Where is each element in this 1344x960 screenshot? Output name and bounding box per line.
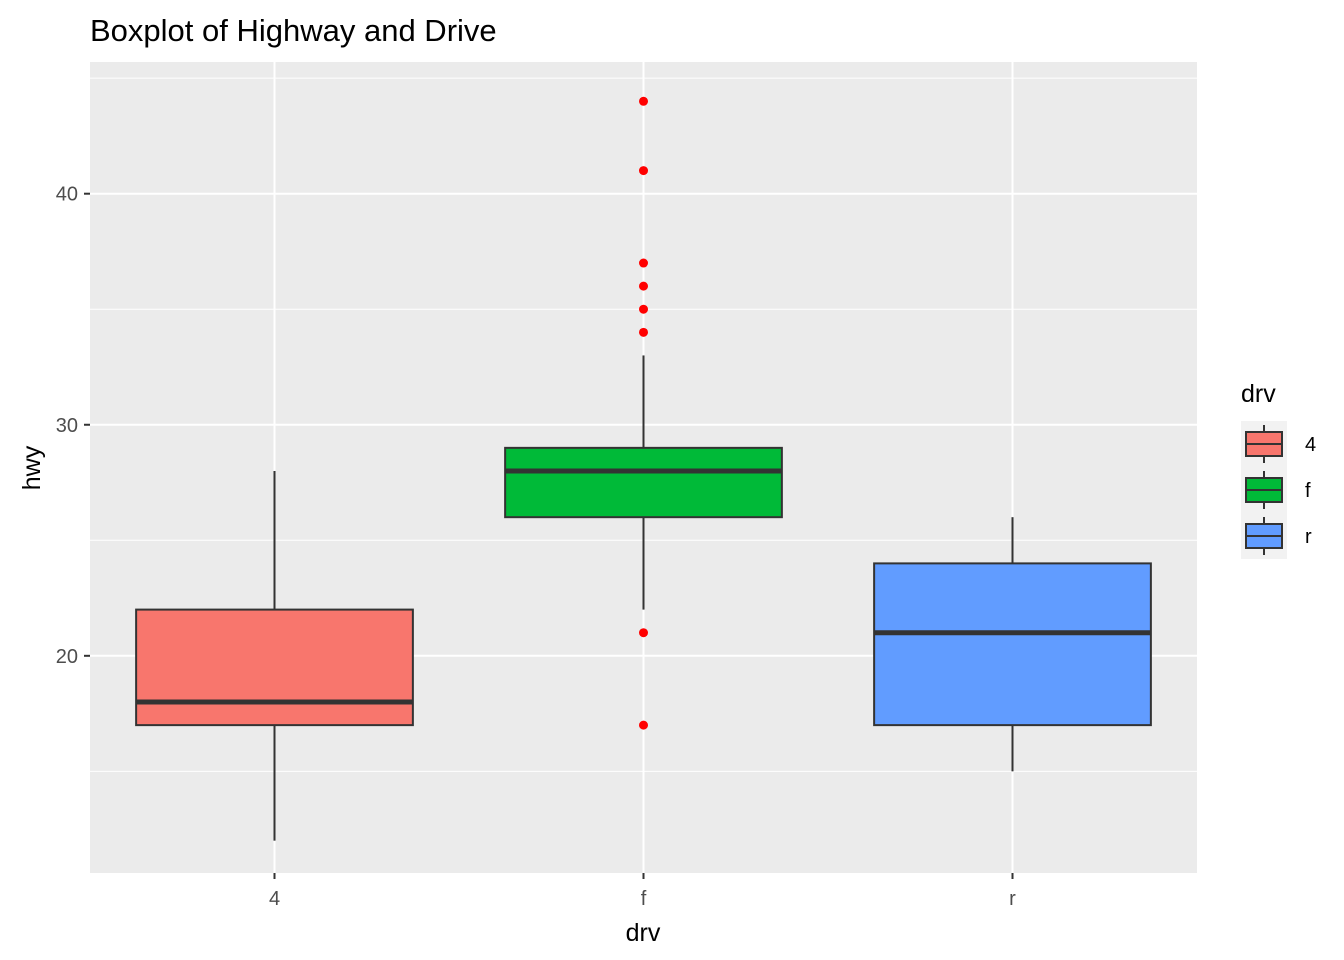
- x-tick-label: f: [641, 888, 647, 910]
- box-body: [504, 446, 783, 519]
- y-tick-label: 20: [56, 646, 78, 668]
- legend-label: r: [1305, 526, 1312, 548]
- legend-keys: 4 f r: [1241, 421, 1316, 559]
- box-4: [135, 470, 414, 841]
- legend-label: f: [1305, 480, 1311, 502]
- x-axis-title: drv: [626, 919, 661, 947]
- legend-title: drv: [1241, 380, 1276, 408]
- legend-key-r: r: [1241, 513, 1312, 559]
- legend-label: 4: [1305, 434, 1316, 456]
- outlier-point: [639, 166, 648, 176]
- outlier-point: [639, 720, 648, 730]
- outlier-point: [639, 628, 648, 638]
- box-r: [873, 517, 1152, 772]
- legend-key-f: f: [1241, 467, 1311, 513]
- box-f: [504, 96, 783, 730]
- box-body: [873, 562, 1152, 727]
- x-tick-label: r: [1009, 888, 1016, 910]
- outlier-point: [639, 258, 648, 268]
- legend: drv 4 f r: [1241, 380, 1316, 559]
- outlier-point: [639, 304, 648, 314]
- outlier-point: [639, 281, 648, 291]
- y-axis-title: hwy: [18, 445, 46, 490]
- y-tick-label: 30: [56, 415, 78, 437]
- x-tick-label: 4: [269, 888, 280, 910]
- x-axis: 4 f r: [269, 873, 1016, 910]
- legend-key-4: 4: [1241, 421, 1316, 467]
- chart-title: Boxplot of Highway and Drive: [90, 13, 497, 48]
- plot-area: [90, 62, 1197, 873]
- y-axis: 20 30 40: [56, 184, 90, 668]
- outlier-point: [639, 327, 648, 337]
- y-tick-label: 40: [56, 184, 78, 206]
- outlier-point: [639, 96, 648, 106]
- box-body: [135, 608, 414, 727]
